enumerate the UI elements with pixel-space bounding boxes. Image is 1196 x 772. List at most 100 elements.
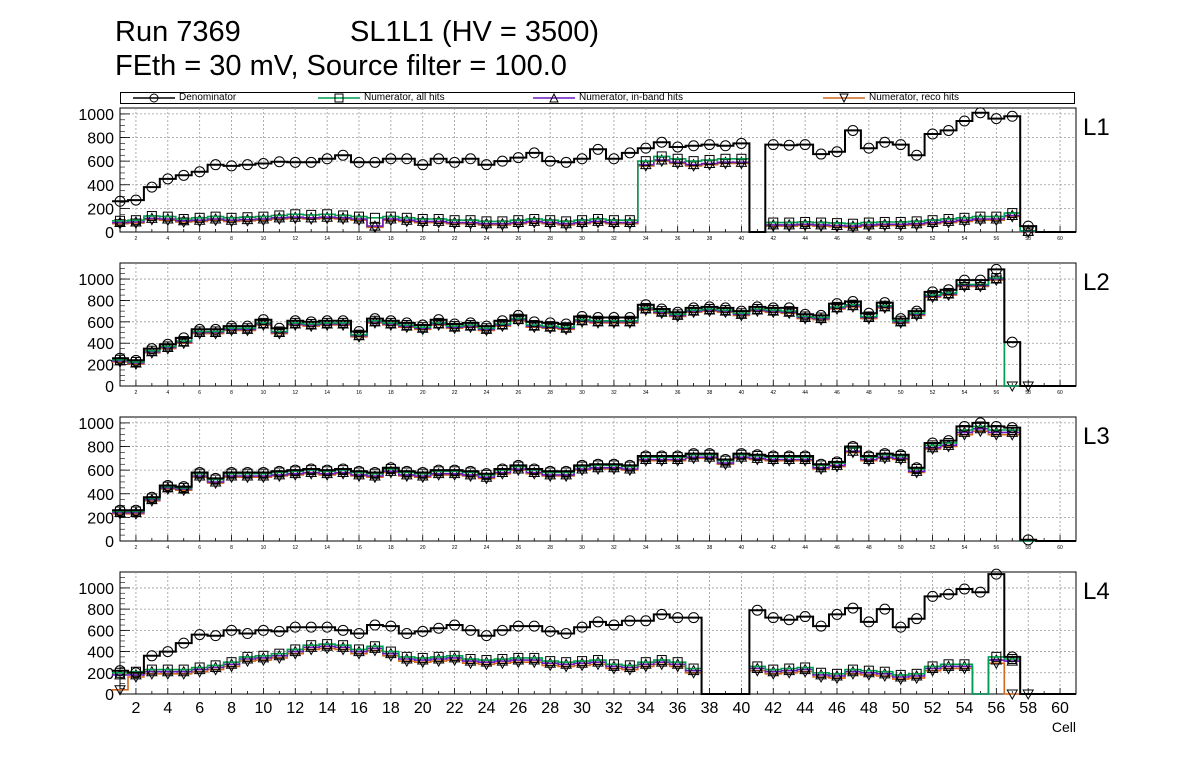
data-point [800,662,811,673]
data-point [832,218,842,229]
data-point [465,465,477,477]
data-point [544,657,557,668]
data-point [481,216,492,227]
data-point [114,668,126,680]
data-point [894,452,907,463]
data-point [656,655,667,666]
data-point [194,212,205,223]
x-tick-label: 60 [1051,700,1069,717]
data-point [688,448,700,460]
data-point [449,464,461,476]
data-point [592,312,604,324]
series-line [112,159,1076,233]
data-point [1006,689,1019,701]
data-point [496,155,508,167]
legend: Denominator Numerator, all hits Numerato… [120,92,1075,104]
x-tick-label: 12 [286,700,304,717]
data-point [863,666,875,678]
data-point [943,588,955,600]
x-tick-label: 34 [643,390,649,396]
data-point [416,654,429,665]
data-point [577,314,588,325]
data-point [735,137,747,149]
x-tick-label: 34 [637,700,655,717]
data-point [608,153,620,165]
data-point [990,568,1002,580]
data-point [369,156,381,168]
data-point [130,218,142,230]
data-point [655,656,668,667]
data-point [480,630,492,642]
data-point [417,214,428,225]
data-point [911,668,922,679]
data-point [943,124,955,136]
data-point [512,459,524,471]
x-tick-label: 46 [834,236,840,242]
x-tick-label: 14 [324,236,330,242]
data-point [258,211,269,222]
data-point [974,417,986,429]
data-point [831,219,843,231]
data-point [544,216,557,228]
y-tick-label: 0 [105,379,114,396]
x-tick-label: 50 [898,236,904,242]
data-point [815,309,827,321]
x-tick-label: 18 [388,545,394,551]
data-point [799,611,811,623]
x-tick-label: 40 [739,236,745,242]
data-point [958,426,971,437]
data-point [226,160,238,172]
x-tick-label: 60 [1057,390,1063,396]
data-point [656,450,668,462]
series-line [112,268,1076,387]
data-point [719,302,731,314]
data-point [241,652,254,664]
data-point [289,621,301,633]
data-point [258,650,269,661]
data-point [608,461,620,473]
data-point [688,612,700,624]
y-tick-label: 400 [87,487,114,504]
data-point [210,211,221,222]
data-point [704,154,715,165]
x-tick-label: 24 [484,390,490,396]
data-point [289,315,301,327]
data-point [417,467,429,479]
x-tick-label: 32 [605,700,623,717]
data-point [608,315,619,326]
x-tick-label: 32 [611,545,617,551]
x-tick-label: 58 [1025,545,1031,551]
data-point [193,214,206,225]
y-tick-label: 600 [87,623,114,640]
data-point [719,457,732,468]
x-tick-label: 20 [420,390,426,396]
data-point [448,467,461,479]
x-tick-label: 6 [198,236,201,242]
data-point [561,216,572,227]
data-point [783,450,795,462]
legend-label: Denominator [179,92,237,103]
y-tick-label: 200 [87,510,114,527]
data-point [688,663,699,674]
data-point [497,653,508,664]
y-tick-label: 800 [87,602,114,619]
data-point [385,647,397,659]
x-axis-label: Cell [1052,719,1076,735]
data-point [417,625,429,637]
x-tick-label: 30 [573,700,591,717]
data-point [480,320,492,332]
series-line [112,643,1076,695]
data-point [784,306,795,317]
data-point [417,319,429,331]
data-point [894,218,907,229]
x-tick-label: 14 [318,700,336,717]
y-tick-label: 400 [87,645,114,662]
data-point [449,318,461,330]
data-point [480,217,493,229]
data-point [432,467,445,479]
data-point [433,317,444,328]
data-point [895,313,907,325]
data-point [273,322,285,334]
data-point [130,667,142,679]
